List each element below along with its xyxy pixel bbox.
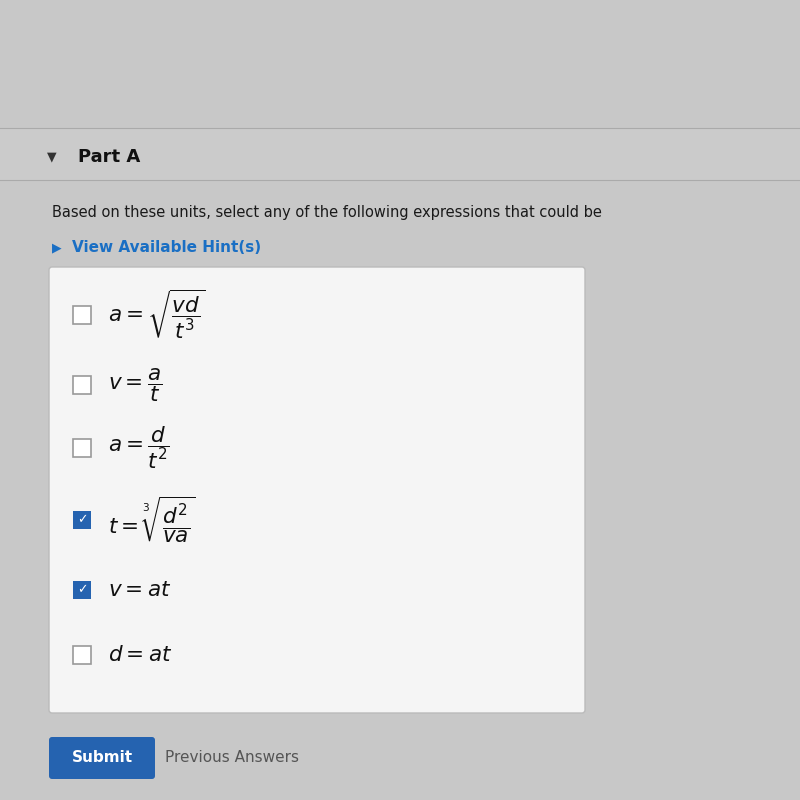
- Bar: [73, 306, 91, 324]
- Bar: [0, 128, 800, 180]
- Text: Previous Answers: Previous Answers: [165, 750, 299, 766]
- Text: Part A: Part A: [78, 148, 140, 166]
- Text: ▼: ▼: [47, 150, 57, 163]
- Bar: [73, 376, 91, 394]
- Text: ✓: ✓: [77, 514, 87, 526]
- Text: $a = \dfrac{d}{t^2}$: $a = \dfrac{d}{t^2}$: [108, 425, 170, 471]
- Text: $v = \dfrac{a}{t}$: $v = \dfrac{a}{t}$: [108, 366, 162, 404]
- Text: ✓: ✓: [77, 583, 87, 597]
- Bar: [73, 646, 91, 664]
- Text: Submit: Submit: [71, 750, 133, 766]
- Text: ▶: ▶: [52, 242, 62, 254]
- FancyBboxPatch shape: [49, 737, 155, 779]
- Bar: [73, 511, 91, 529]
- Bar: [73, 439, 91, 457]
- Text: $t = \sqrt[3]{\dfrac{d^2}{va}}$: $t = \sqrt[3]{\dfrac{d^2}{va}}$: [108, 494, 195, 546]
- Text: $a = \sqrt{\dfrac{vd}{t^3}}$: $a = \sqrt{\dfrac{vd}{t^3}}$: [108, 288, 206, 342]
- Text: $d = at$: $d = at$: [108, 645, 172, 665]
- Bar: [73, 581, 91, 599]
- Text: $v = at$: $v = at$: [108, 580, 171, 600]
- FancyBboxPatch shape: [49, 267, 585, 713]
- Text: View Available Hint(s): View Available Hint(s): [72, 241, 261, 255]
- Text: Based on these units, select any of the following expressions that could be: Based on these units, select any of the …: [52, 206, 602, 221]
